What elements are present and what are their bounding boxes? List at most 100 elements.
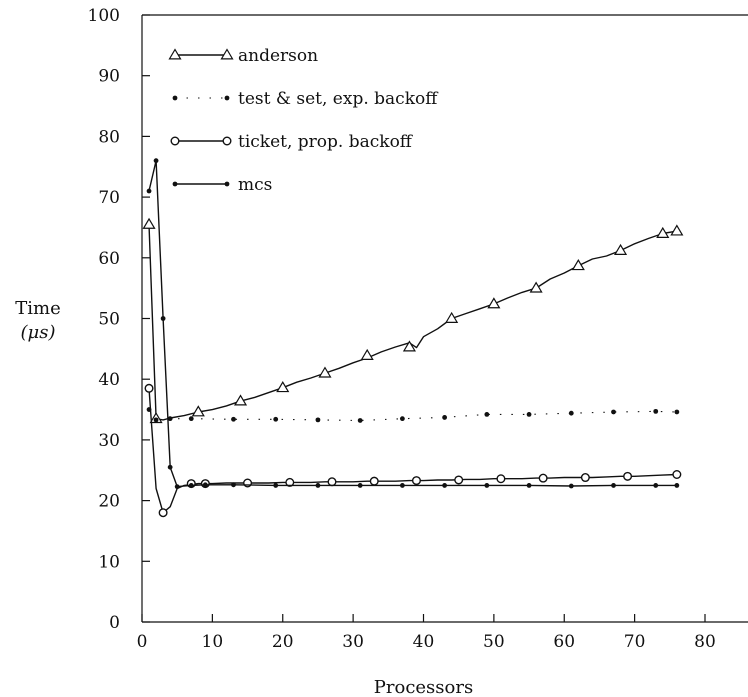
data-point-anderson	[571, 259, 585, 271]
legend-item-ticket-prop-backoff: ticket, prop. backoff	[170, 132, 414, 152]
data-point-anderson	[656, 226, 670, 238]
data-point-mcs	[188, 483, 194, 488]
x-ticks: 0 10 20 30 40 50 60 70 80	[137, 614, 716, 652]
data-point-test-set-exp-backoff	[357, 418, 363, 423]
data-point-ticket-prop-backoff	[623, 471, 633, 481]
data-point-ticket-prop-backoff	[369, 476, 379, 486]
series-line-test-set-exp-backoff	[148, 409, 677, 422]
data-point-mcs	[442, 483, 448, 488]
data-point-ticket-prop-backoff	[327, 477, 337, 487]
data-point-ticket-prop-backoff	[454, 475, 464, 485]
data-point-anderson	[142, 217, 156, 229]
data-point-anderson	[670, 224, 684, 236]
y-tick-label: 70	[98, 188, 120, 208]
data-point-mcs	[611, 483, 616, 488]
data-point-ticket-prop-backoff	[158, 508, 168, 518]
data-point-test-set-exp-backoff	[674, 409, 680, 415]
y-tick-label: 40	[98, 370, 120, 390]
data-point-ticket-prop-backoff	[285, 477, 295, 487]
data-point-test-set-exp-backoff	[611, 409, 616, 415]
series-layer	[142, 158, 684, 518]
legend-marker	[220, 48, 234, 60]
y-axis-label-line1: Time	[15, 298, 60, 319]
series-mcs	[146, 158, 680, 490]
data-point-ticket-prop-backoff	[580, 473, 590, 483]
data-point-mcs	[160, 316, 166, 321]
legend-marker	[222, 136, 232, 146]
y-tick-label: 20	[98, 492, 120, 512]
data-point-mcs	[399, 483, 405, 488]
data-point-ticket-prop-backoff	[538, 473, 548, 483]
data-point-mcs	[357, 483, 363, 488]
data-point-mcs	[202, 482, 208, 488]
legend-marker	[170, 136, 180, 146]
x-tick-label: 20	[272, 632, 294, 652]
y-axis-label-line2: (μs)	[21, 322, 56, 343]
data-point-anderson	[318, 366, 332, 378]
y-ticks: 0 10 20 30 40 50 60 70 80 90 100	[88, 6, 150, 633]
legend-marker	[224, 181, 230, 187]
y-tick-label: 80	[98, 127, 120, 147]
data-point-anderson	[233, 394, 248, 406]
data-point-mcs	[167, 464, 173, 470]
data-point-mcs	[146, 188, 152, 194]
legend-marker	[168, 48, 182, 60]
data-point-ticket-prop-backoff	[144, 383, 154, 393]
legend-marker	[224, 95, 230, 101]
data-point-test-set-exp-backoff	[167, 416, 173, 422]
x-tick-label: 30	[342, 632, 364, 652]
axes	[141, 14, 748, 623]
data-point-mcs	[526, 483, 532, 488]
x-tick-label: 10	[202, 632, 224, 652]
data-point-test-set-exp-backoff	[653, 408, 659, 414]
data-point-anderson	[445, 311, 459, 323]
data-point-test-set-exp-backoff	[188, 416, 194, 422]
x-tick-label: 50	[483, 632, 505, 652]
legend-marker	[172, 95, 178, 101]
data-point-ticket-prop-backoff	[496, 474, 506, 484]
legend-label: test & set, exp. backoff	[238, 89, 439, 109]
series-line-mcs	[148, 159, 677, 488]
data-point-mcs	[568, 483, 574, 489]
y-tick-label: 100	[88, 6, 120, 26]
x-tick-label: 70	[624, 632, 646, 652]
legend-item-anderson: anderson	[168, 46, 318, 66]
y-tick-label: 90	[98, 67, 120, 87]
x-tick-label: 0	[137, 632, 148, 652]
y-tick-label: 50	[98, 310, 120, 330]
data-point-anderson	[402, 340, 416, 352]
x-tick-label: 40	[413, 632, 435, 652]
data-point-test-set-exp-backoff	[442, 415, 448, 420]
legend-label: mcs	[238, 175, 272, 195]
data-point-anderson	[191, 405, 205, 417]
x-tick-label: 60	[553, 632, 575, 652]
data-point-anderson	[529, 281, 543, 293]
y-tick-label: 30	[98, 431, 120, 451]
legend-marker	[172, 181, 178, 187]
data-point-test-set-exp-backoff	[484, 412, 490, 417]
data-point-anderson	[360, 348, 374, 360]
data-point-test-set-exp-backoff	[273, 416, 279, 422]
series-line-anderson	[148, 224, 678, 421]
data-point-anderson	[614, 243, 628, 255]
data-point-mcs	[174, 484, 180, 490]
y-tick-label: 60	[98, 249, 120, 269]
data-point-mcs	[484, 483, 490, 488]
data-point-test-set-exp-backoff	[153, 417, 159, 423]
x-axis-label: Processors	[374, 677, 473, 697]
data-point-mcs	[231, 482, 236, 488]
x-tick-label: 80	[694, 632, 716, 652]
data-point-mcs	[153, 158, 159, 164]
series-anderson	[142, 217, 684, 424]
data-point-mcs	[674, 483, 680, 488]
data-point-mcs	[273, 483, 279, 488]
legend-label: anderson	[238, 46, 318, 66]
data-point-test-set-exp-backoff	[231, 416, 236, 422]
data-point-test-set-exp-backoff	[315, 417, 321, 423]
series-ticket-prop-backoff	[144, 383, 682, 518]
legend-item-mcs: mcs	[172, 175, 272, 195]
data-point-ticket-prop-backoff	[411, 476, 421, 486]
data-point-test-set-exp-backoff	[526, 412, 532, 417]
data-point-mcs	[315, 483, 321, 488]
